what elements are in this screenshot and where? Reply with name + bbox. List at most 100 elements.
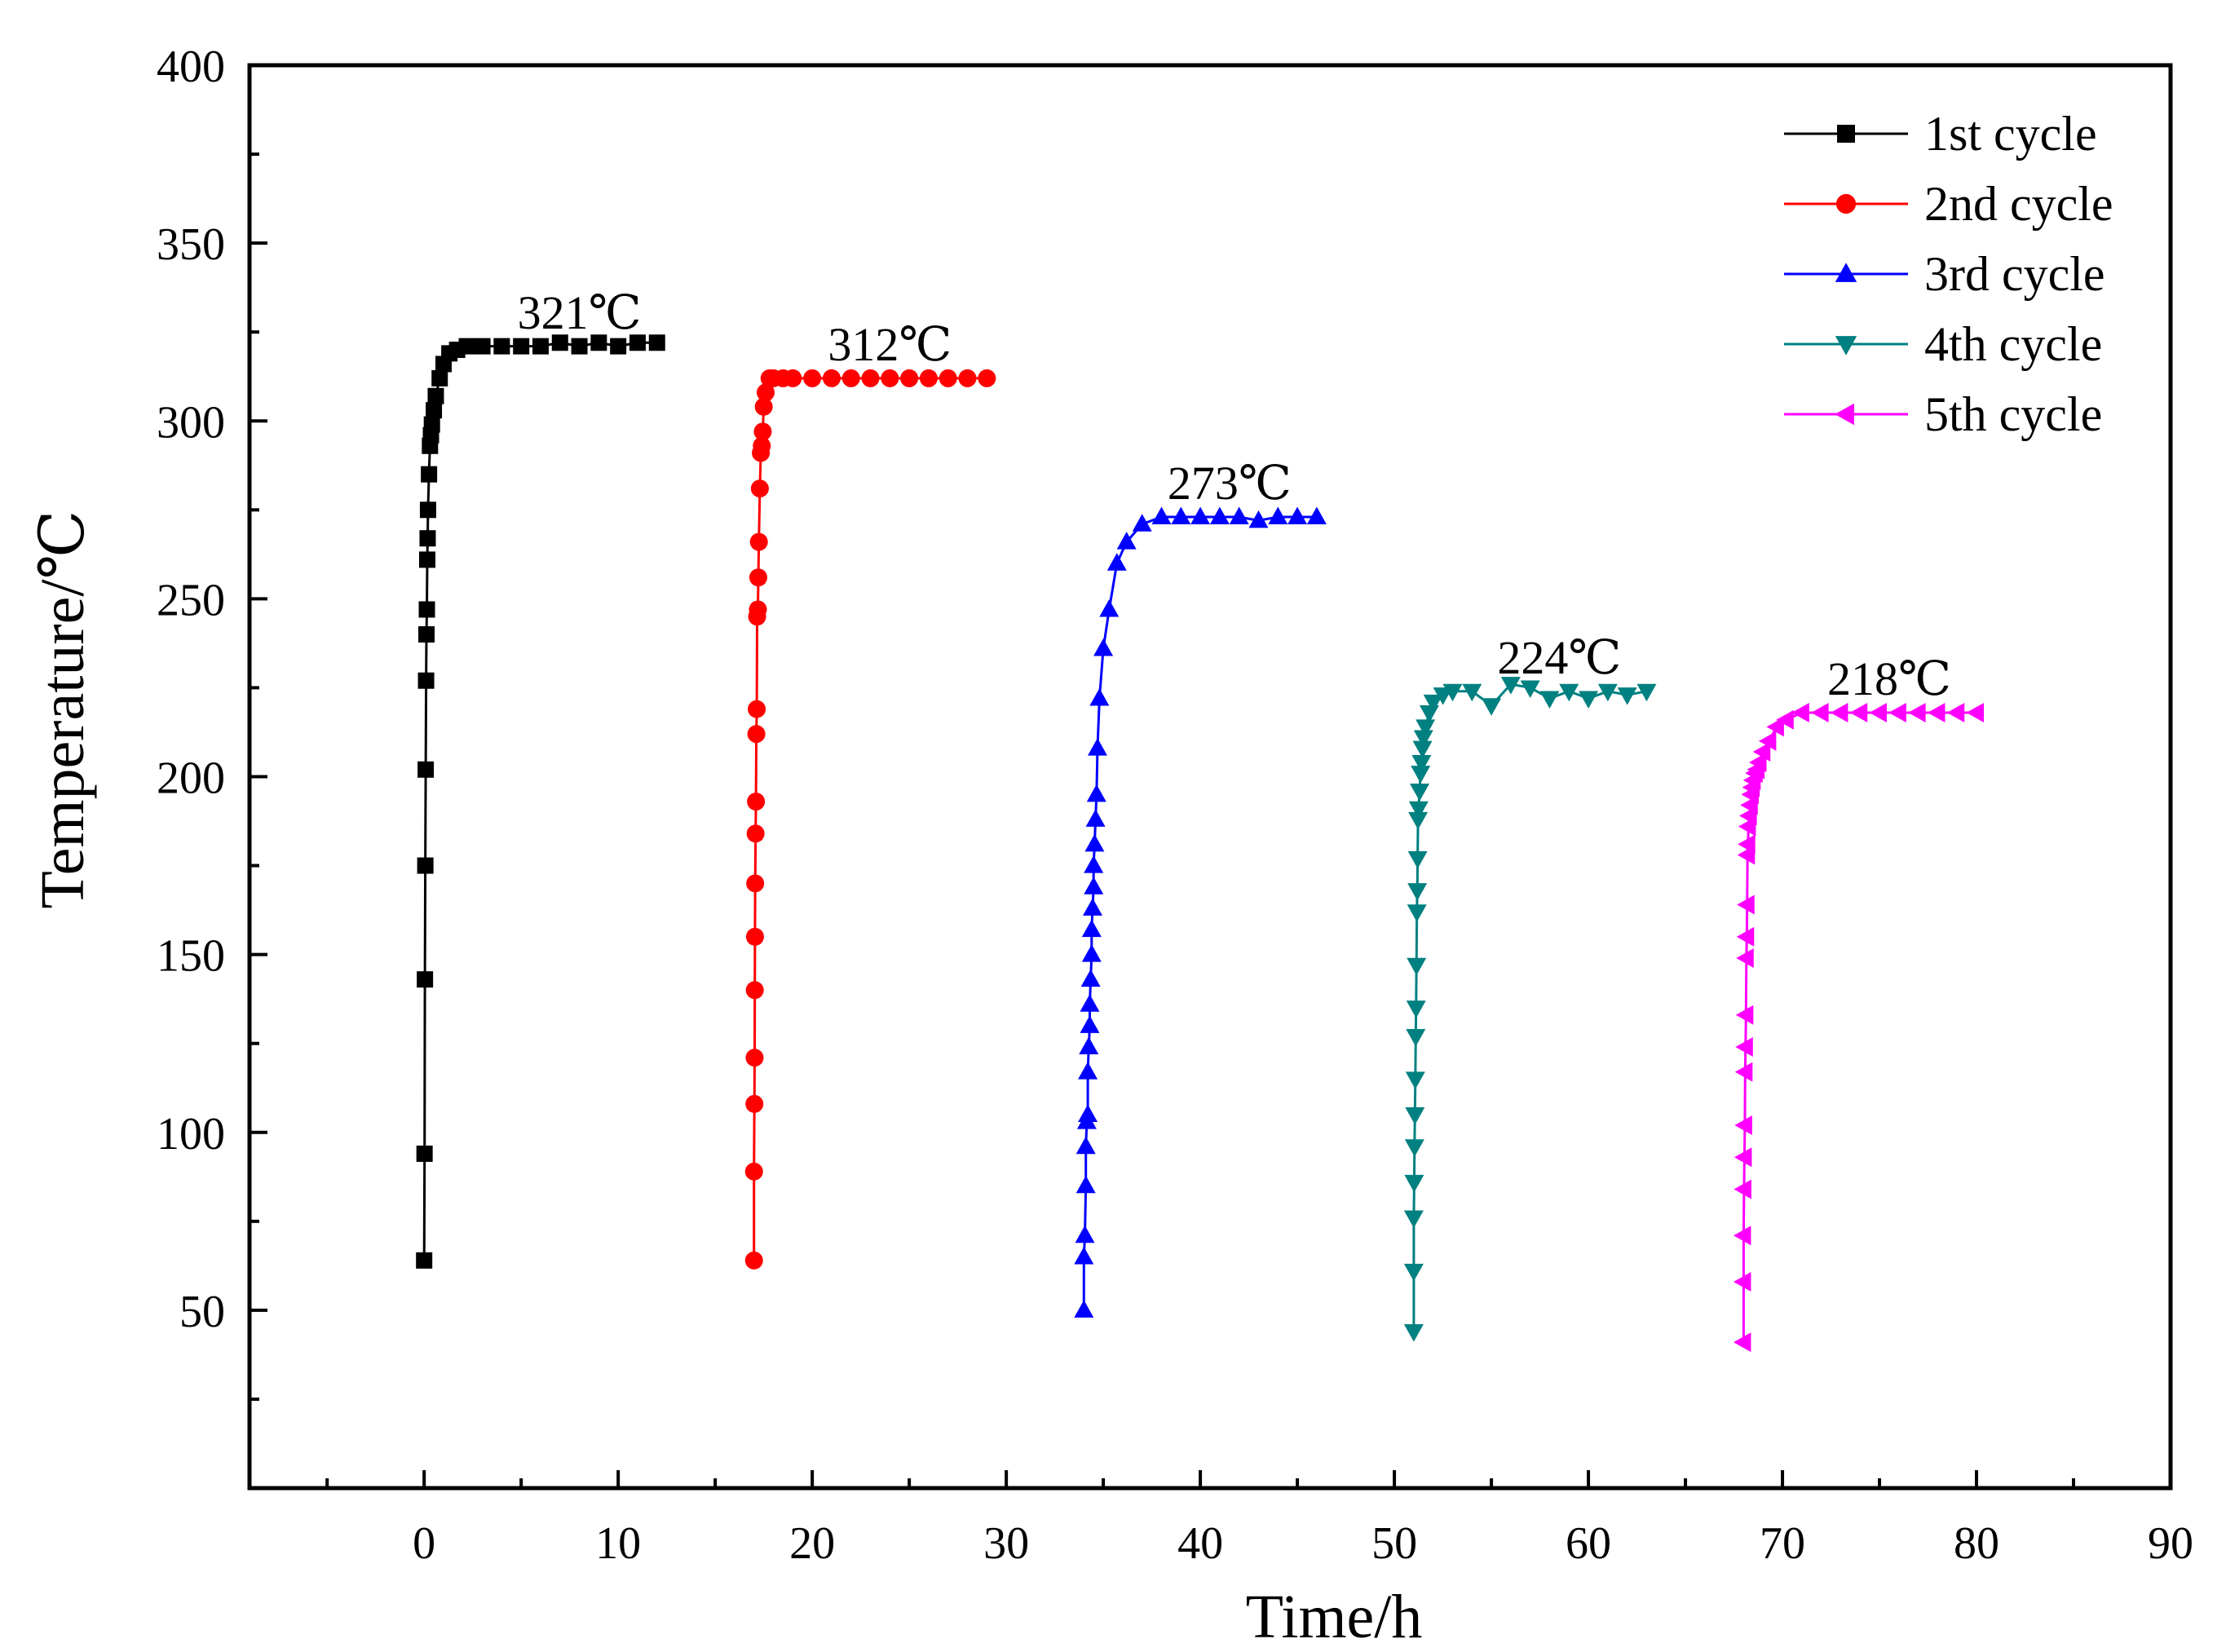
data-point bbox=[1406, 1000, 1426, 1018]
annotations: 321℃ 312℃ 273℃ 224℃ 218℃ bbox=[518, 286, 1951, 705]
data-point bbox=[1080, 969, 1101, 987]
data-point bbox=[1074, 1246, 1094, 1265]
data-point bbox=[513, 338, 530, 355]
data-point bbox=[749, 568, 767, 587]
x-tick-label: 20 bbox=[789, 1518, 835, 1569]
data-point bbox=[1081, 944, 1102, 962]
data-point bbox=[1404, 1174, 1424, 1193]
data-point bbox=[1482, 698, 1502, 716]
data-point bbox=[1089, 688, 1110, 706]
data-point bbox=[1087, 738, 1107, 756]
data-point bbox=[748, 700, 766, 718]
data-point bbox=[1617, 687, 1637, 705]
data-point bbox=[1248, 510, 1269, 528]
data-point bbox=[822, 369, 841, 387]
data-point bbox=[881, 369, 899, 387]
data-point bbox=[745, 1094, 764, 1113]
data-point bbox=[532, 338, 549, 355]
data-point bbox=[474, 338, 491, 355]
data-point bbox=[1539, 691, 1560, 709]
data-point bbox=[1084, 877, 1104, 894]
data-point bbox=[648, 334, 665, 351]
data-point bbox=[958, 369, 977, 387]
series-line bbox=[1412, 682, 1647, 1332]
data-point bbox=[427, 387, 444, 404]
data-point bbox=[1423, 694, 1443, 713]
data-point bbox=[1946, 702, 1965, 722]
data-point bbox=[1734, 1179, 1751, 1199]
data-point bbox=[1403, 1263, 1424, 1282]
data-point bbox=[1407, 904, 1427, 922]
data-point bbox=[1106, 553, 1127, 571]
x-tick-label: 90 bbox=[2148, 1518, 2193, 1569]
y-tick-label: 50 bbox=[179, 1287, 225, 1337]
data-point bbox=[900, 369, 919, 387]
data-point bbox=[1736, 926, 1755, 947]
data-point bbox=[1837, 125, 1855, 143]
data-point bbox=[1075, 1175, 1096, 1194]
data-point bbox=[1074, 1300, 1094, 1318]
data-point bbox=[753, 422, 772, 441]
legend-label: 1st cycle bbox=[1924, 107, 2097, 161]
data-point bbox=[1748, 753, 1767, 773]
data-point bbox=[749, 532, 768, 551]
x-tick-label: 0 bbox=[413, 1518, 435, 1569]
data-point bbox=[551, 334, 568, 351]
legend-label: 5th cycle bbox=[1924, 387, 2102, 441]
data-point bbox=[1080, 994, 1100, 1012]
data-point bbox=[1078, 1104, 1098, 1122]
data-point bbox=[747, 725, 766, 744]
data-point bbox=[1766, 717, 1784, 737]
legend-item: 1st cycle bbox=[1784, 107, 2097, 161]
data-point bbox=[1099, 599, 1120, 617]
x-tick-label: 40 bbox=[1177, 1518, 1223, 1569]
data-point bbox=[1758, 731, 1777, 751]
legend: 1st cycle 2nd cycle 3rd cycle 4th cycle 5th … bbox=[1784, 107, 2113, 441]
data-point bbox=[1093, 638, 1114, 656]
data-point bbox=[1835, 336, 1857, 356]
legend-label: 3rd cycle bbox=[1924, 247, 2105, 301]
data-point bbox=[1849, 702, 1868, 722]
y-tick-label: 400 bbox=[157, 42, 225, 92]
data-point bbox=[1927, 702, 1946, 722]
x-tick-label: 60 bbox=[1566, 1518, 1611, 1569]
series-2nd-cycle bbox=[744, 369, 996, 1270]
data-point bbox=[1079, 1036, 1099, 1055]
y-tick-label: 250 bbox=[157, 575, 225, 625]
data-point bbox=[1403, 1324, 1424, 1342]
data-point bbox=[1500, 677, 1521, 695]
y-tick-label: 350 bbox=[157, 219, 225, 270]
data-point bbox=[745, 927, 764, 946]
data-point bbox=[431, 369, 448, 386]
data-point bbox=[1190, 506, 1211, 525]
data-point bbox=[1734, 1147, 1752, 1168]
data-point bbox=[803, 369, 822, 387]
data-point bbox=[841, 369, 860, 387]
data-point bbox=[919, 369, 938, 387]
series-3rd-cycle bbox=[1074, 506, 1327, 1318]
data-point bbox=[417, 971, 434, 988]
data-point bbox=[419, 501, 436, 519]
x-tick-label: 30 bbox=[983, 1518, 1029, 1569]
x-axis-title: Time/h bbox=[1246, 1583, 1423, 1651]
data-point bbox=[745, 1049, 764, 1067]
data-point bbox=[1888, 702, 1906, 722]
data-point bbox=[1268, 506, 1288, 525]
data-point bbox=[1407, 883, 1428, 901]
data-point bbox=[1559, 683, 1579, 702]
peak-label: 273℃ bbox=[1168, 457, 1292, 510]
data-point bbox=[1075, 1136, 1096, 1155]
data-point bbox=[426, 402, 443, 419]
data-point bbox=[610, 338, 627, 355]
axis-ticks: 0 10 20 30 40 50 60 70 80 90 50 100 150 200 250 300 350 4… bbox=[157, 42, 2193, 1569]
data-point bbox=[1410, 783, 1430, 802]
legend-label: 2nd cycle bbox=[1924, 177, 2113, 231]
legend-label: 4th cycle bbox=[1924, 317, 2102, 371]
peak-label: 224℃ bbox=[1497, 631, 1621, 684]
plot-frame bbox=[247, 63, 2173, 1491]
series-1st-cycle bbox=[416, 334, 665, 1269]
data-point bbox=[1734, 1115, 1752, 1136]
data-point bbox=[744, 1251, 763, 1270]
data-point bbox=[1462, 683, 1482, 702]
